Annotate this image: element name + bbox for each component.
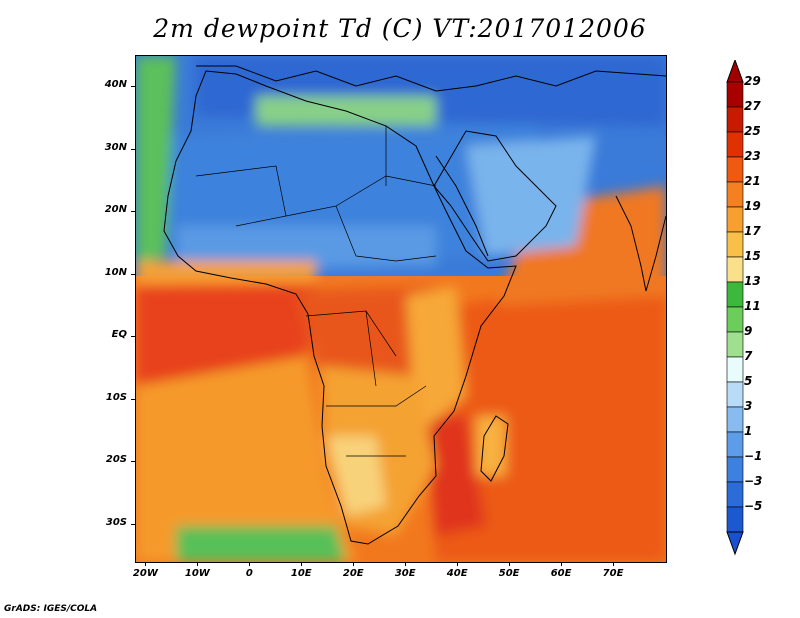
lon-label: 10E (290, 568, 312, 579)
field-equatorial-atlantic (136, 286, 316, 386)
colorbar-label: 29 (744, 74, 761, 88)
lon-tick (509, 562, 511, 566)
colorbar-segment (726, 381, 744, 408)
africa-coastline (163, 70, 517, 545)
colorbar-segment (726, 156, 744, 183)
lon-label: 20E (342, 568, 364, 579)
colorbar-label: 27 (744, 99, 761, 113)
colorbar-label: 13 (744, 274, 761, 288)
colorbar-segment (726, 356, 744, 383)
madagascar-coastline (480, 415, 509, 482)
colorbar-label: 7 (744, 349, 753, 363)
lat-tick (131, 398, 135, 400)
colorbar-segment (726, 106, 744, 133)
colorbar-label: 11 (744, 299, 761, 313)
lon-label: 70E (602, 568, 624, 579)
colorbar-segment (726, 231, 744, 258)
lon-tick (405, 562, 407, 566)
lat-label: 20N (104, 204, 127, 216)
lon-tick (197, 562, 199, 566)
colorbar-label: 9 (744, 324, 753, 338)
colorbar-label: 15 (744, 249, 761, 263)
colorbar-segment (726, 406, 744, 433)
lat-tick (131, 86, 135, 88)
credit-text: GrADS: IGES/COLA (4, 604, 98, 614)
lat-label: 30N (104, 141, 127, 153)
lat-tick (131, 211, 135, 213)
dewpoint-map (136, 56, 666, 562)
lat-tick (131, 273, 135, 275)
colorbar-segment (726, 481, 744, 508)
lon-label: 60E (550, 568, 572, 579)
colorbar-segment (726, 506, 744, 533)
colorbar-top-arrow (726, 60, 744, 83)
lon-label: 50E (498, 568, 520, 579)
colorbar-segment (726, 206, 744, 233)
lat-label: 10S (105, 391, 127, 403)
colorbar-segment (726, 181, 744, 208)
colorbar-label: 21 (744, 174, 761, 188)
colorbar-segment (726, 281, 744, 308)
colorbar-label: 5 (744, 374, 753, 388)
map-title: 2m dewpoint Td (C) VT:2017012006 (153, 14, 647, 43)
field-arabia (466, 136, 596, 256)
colorbar-label: −1 (744, 449, 763, 463)
lat-label: 10N (104, 266, 127, 278)
lat-label: 30S (105, 516, 127, 528)
arabia-coastline (433, 130, 557, 262)
lon-tick (561, 562, 563, 566)
lon-tick (613, 562, 615, 566)
lon-label: 10W (184, 568, 210, 579)
colorbar-label: 1 (744, 424, 753, 438)
map-frame (135, 55, 667, 563)
lon-label: 20W (132, 568, 158, 579)
colorbar-label: 25 (744, 124, 761, 138)
colorbar-segment (726, 456, 744, 483)
india-coastline (615, 195, 666, 292)
europe-coastline (196, 65, 666, 92)
lon-tick (301, 562, 303, 566)
lat-tick (131, 461, 135, 463)
colorbar-segment (726, 306, 744, 333)
colorbar-segment (726, 431, 744, 458)
field-mozambique (426, 416, 486, 536)
lon-tick (145, 562, 147, 566)
colorbar-bottom-arrow (726, 531, 744, 556)
lat-label: EQ (111, 329, 127, 341)
field-sahel-light (176, 226, 436, 271)
colorbar-label: 3 (744, 399, 753, 413)
field-southern-ocean (176, 526, 346, 562)
red-sea (435, 155, 489, 257)
colorbar-label: −5 (744, 499, 763, 513)
field-madagascar (476, 416, 506, 476)
lat-tick (131, 148, 135, 150)
lat-tick (131, 523, 135, 525)
lat-label: 20S (105, 454, 127, 466)
colorbar-segment (726, 331, 744, 358)
colorbar-segment (726, 256, 744, 283)
colorbar (726, 60, 744, 556)
lat-label: 40N (104, 79, 127, 91)
lon-label: 40E (446, 568, 468, 579)
colorbar-label: 17 (744, 224, 761, 238)
lon-tick (353, 562, 355, 566)
country-borders (195, 126, 437, 457)
field-gulf-transition (136, 261, 316, 284)
lon-label: 0 (245, 568, 253, 579)
colorbar-label: −3 (744, 474, 763, 488)
field-indian-ocean (426, 266, 666, 562)
lon-label: 30E (394, 568, 416, 579)
colorbar-label: 23 (744, 149, 761, 163)
field-south-atlantic (136, 356, 356, 562)
colorbar-segment (726, 131, 744, 158)
lon-tick (249, 562, 251, 566)
lon-tick (457, 562, 459, 566)
lat-tick (131, 336, 135, 338)
colorbar-segment (726, 81, 744, 108)
colorbar-label: 19 (744, 199, 761, 213)
